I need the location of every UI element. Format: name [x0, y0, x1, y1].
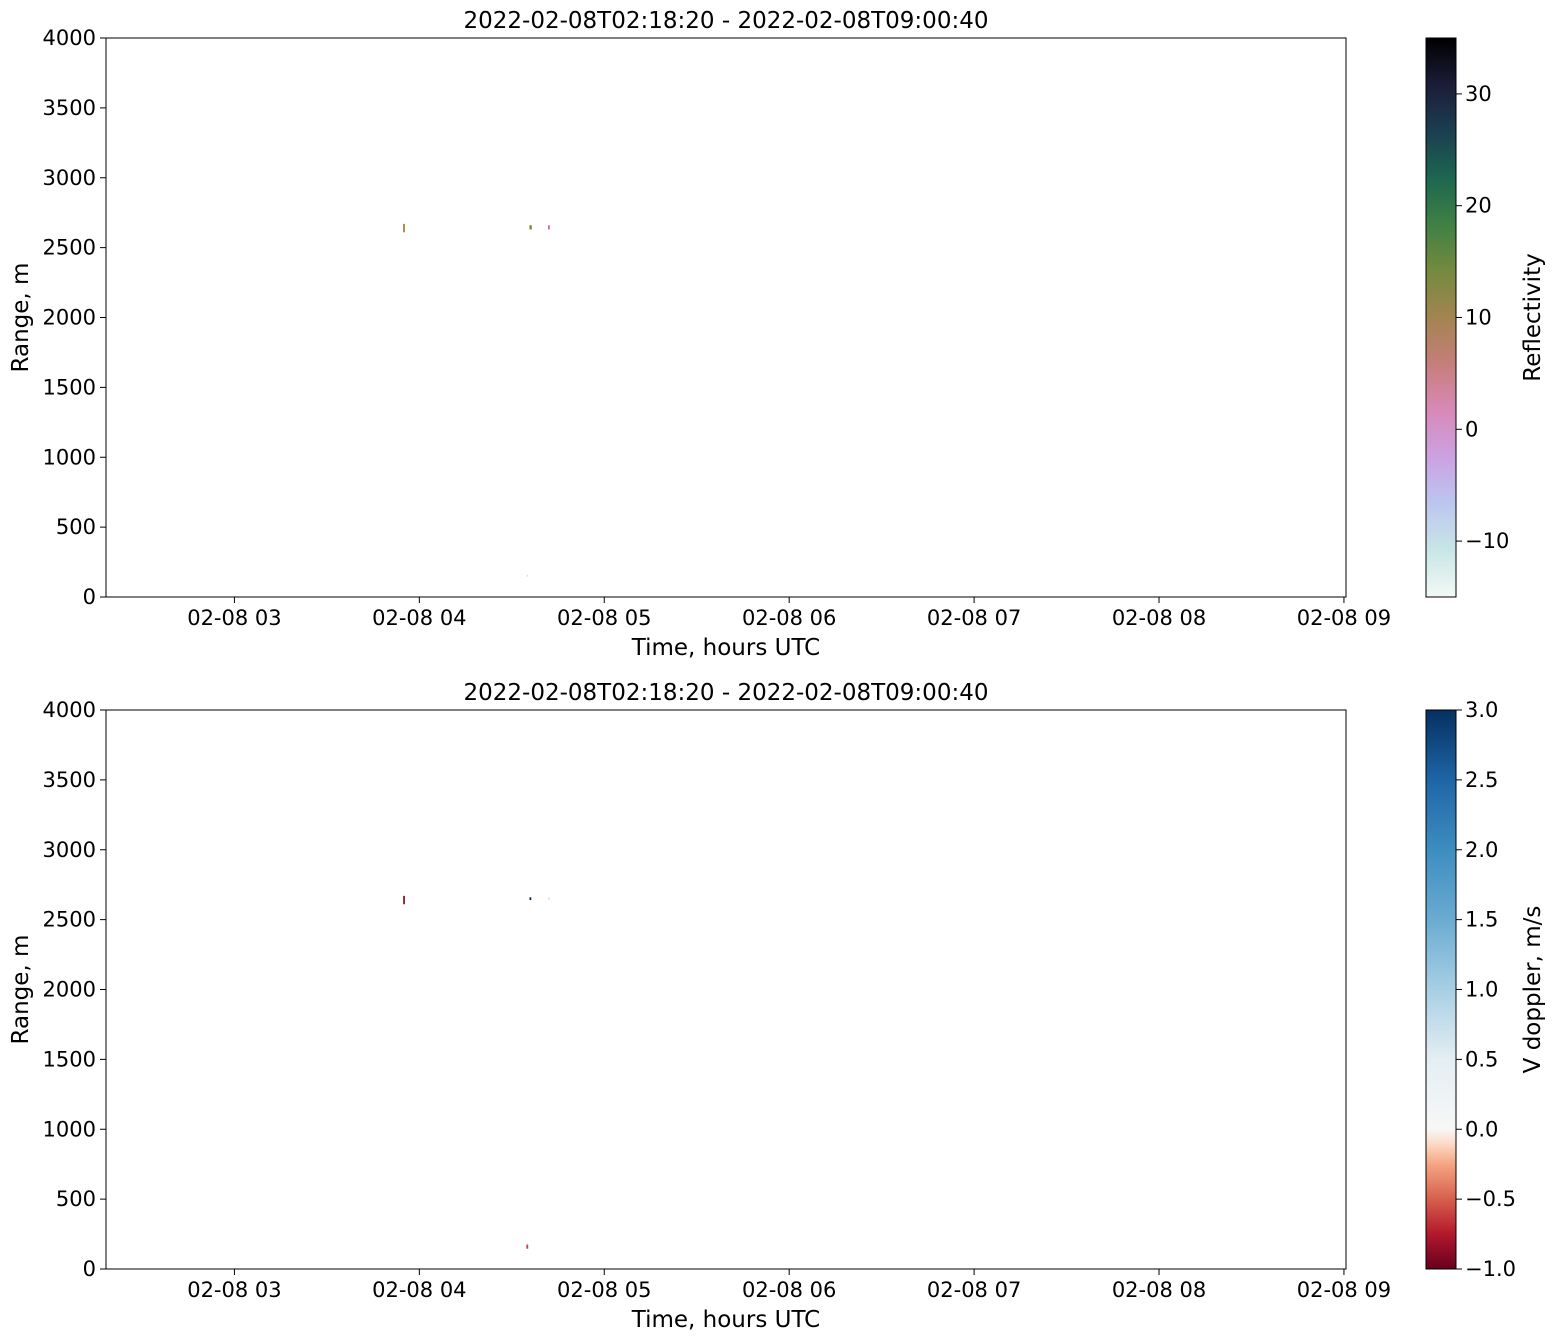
colorbar: [1425, 709, 1457, 1270]
y-tick-label: 2500: [43, 908, 96, 932]
y-tick-label: 3000: [43, 166, 96, 190]
colorbar-tick-label: 3.0: [1465, 698, 1498, 722]
data-cell: [526, 574, 529, 577]
chart-title: 2022-02-08T02:18:20 - 2022-02-08T09:00:4…: [464, 680, 989, 706]
x-axis-label: Time, hours UTC: [631, 1307, 820, 1333]
data-cell: [526, 1244, 529, 1249]
colorbar-tick-label: −1.0: [1465, 1257, 1516, 1281]
y-tick-label: 1000: [43, 1117, 96, 1141]
x-tick-label: 02-08 09: [1297, 606, 1391, 630]
colorbar-tick-label: 0.5: [1465, 1047, 1498, 1071]
x-tick-label: 02-08 05: [557, 1278, 651, 1302]
data-cell: [547, 897, 550, 901]
x-tick-label: 02-08 09: [1297, 1278, 1391, 1302]
data-cell: [403, 895, 405, 905]
data-cell: [547, 225, 550, 230]
colorbar-tick-label: 2.0: [1465, 838, 1498, 862]
y-tick-label: 2000: [43, 978, 96, 1002]
y-tick-label: 4000: [43, 698, 96, 722]
colorbar-tick-label: 2.5: [1465, 768, 1498, 792]
y-axis-label: Range, m: [8, 935, 34, 1045]
colorbar-tick-label: −10: [1465, 529, 1509, 553]
y-tick-label: 4000: [43, 26, 96, 50]
x-tick-label: 02-08 06: [742, 1278, 836, 1302]
chart-title: 2022-02-08T02:18:20 - 2022-02-08T09:00:4…: [464, 8, 989, 34]
plot-area: [106, 38, 1346, 597]
colorbar-tick-label: 1.0: [1465, 978, 1498, 1002]
colorbar-tick-label: 1.5: [1465, 908, 1498, 932]
x-tick-label: 02-08 06: [742, 606, 836, 630]
x-axis-label: Time, hours UTC: [631, 635, 820, 661]
y-tick-label: 3000: [43, 838, 96, 862]
x-tick-label: 02-08 05: [557, 606, 651, 630]
y-tick-label: 2500: [43, 236, 96, 260]
x-tick-label: 02-08 04: [372, 1278, 466, 1302]
data-cell: [530, 225, 532, 230]
x-tick-label: 02-08 04: [372, 606, 466, 630]
y-tick-label: 3500: [43, 96, 96, 120]
colorbar-tick-label: 0.0: [1465, 1117, 1498, 1141]
colorbar-tick-label: 30: [1465, 82, 1492, 106]
y-tick-label: 500: [56, 1187, 96, 1211]
x-tick-label: 02-08 07: [927, 1278, 1021, 1302]
colorbar-label: Reflectivity: [1520, 253, 1546, 381]
x-tick-label: 02-08 07: [927, 606, 1021, 630]
y-tick-label: 1500: [43, 1047, 96, 1071]
x-tick-label: 02-08 08: [1112, 1278, 1206, 1302]
y-tick-label: 1000: [43, 445, 96, 469]
y-tick-label: 2000: [43, 306, 96, 330]
y-tick-label: 1500: [43, 375, 96, 399]
x-tick-label: 02-08 03: [187, 1278, 281, 1302]
data-cell: [529, 897, 532, 901]
y-axis-label: Range, m: [8, 263, 34, 373]
colorbar-tick-label: 20: [1465, 194, 1492, 218]
colorbar-tick-label: 0: [1465, 417, 1478, 441]
colorbar-tick-label: −0.5: [1465, 1187, 1516, 1211]
y-tick-label: 0: [83, 1257, 96, 1281]
y-tick-label: 3500: [43, 768, 96, 792]
plot-area: [106, 710, 1346, 1269]
x-tick-label: 02-08 03: [187, 606, 281, 630]
colorbar: [1425, 37, 1457, 598]
y-tick-label: 0: [83, 585, 96, 609]
colorbar-label: V doppler, m/s: [1520, 906, 1546, 1074]
colorbar-tick-label: 10: [1465, 306, 1492, 330]
chart-panel-2: 2022-02-08T02:18:20 - 2022-02-08T09:00:4…: [8, 680, 1546, 1333]
chart-panel-1: 2022-02-08T02:18:20 - 2022-02-08T09:00:4…: [8, 8, 1546, 661]
y-tick-label: 500: [56, 515, 96, 539]
x-tick-label: 02-08 08: [1112, 606, 1206, 630]
data-cell: [403, 223, 405, 233]
